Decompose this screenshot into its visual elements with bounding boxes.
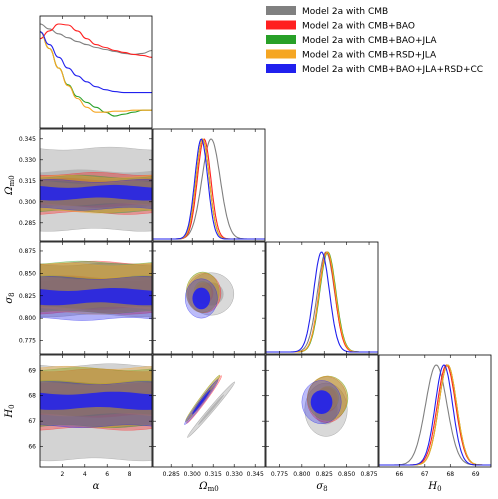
legend-label-2: Model 2a with CMB+BAO+JLA (302, 36, 437, 46)
band-core-H0-series-4 (40, 391, 152, 410)
x-tick-label-Om: 0.285 (163, 471, 180, 478)
panel-frame (152, 128, 266, 242)
posterior-H0-series-1 (379, 364, 491, 466)
panel-H0-Om: 0.285 0.300 0.315 0.330 0.345 (152, 354, 266, 478)
contour-inner-H0-Om-series-4 (192, 389, 211, 415)
posterior-H0-series-0 (379, 364, 491, 466)
x-tick-label-H0: 69 (472, 471, 480, 478)
panel-frame (378, 354, 492, 468)
band-outer-H0-series-0 (40, 363, 152, 462)
legend-label-0: Model 2a with CMB (302, 7, 388, 17)
band-core-Om-series-4 (40, 184, 152, 201)
contour-inner-H0-s8-series-4 (310, 390, 333, 414)
contour-inner-H0-Om-series-0 (198, 394, 225, 426)
posterior-s8-series-4 (266, 251, 378, 353)
posterior-Om-series-4 (153, 138, 265, 240)
x-tick-label-s8: 0.825 (316, 471, 333, 478)
x-tick-label-H0: 66 (396, 471, 404, 478)
y-tick-label-s8: 0.825 (19, 293, 36, 300)
y-axis-label-Om: Ωm0 (4, 175, 16, 195)
x-tick-label-alpha: 6 (105, 471, 109, 478)
posterior-H0-series-4 (379, 364, 491, 466)
panel-frame (39, 15, 153, 129)
y-tick-label-Om: 0.300 (19, 199, 36, 206)
legend-swatch-2 (266, 35, 296, 44)
y-tick-label-s8: 0.875 (19, 248, 36, 255)
x-tick-label-alpha: 2 (60, 471, 64, 478)
panel-frame (265, 241, 379, 355)
panel-Om-alpha: 0.285 0.300 0.315 0.330 0.345 (19, 128, 153, 242)
posterior-H0-series-3 (379, 364, 491, 466)
y-tick-label-Om: 0.345 (19, 136, 36, 143)
y-tick-label-H0: 66 (28, 444, 36, 451)
x-tick-label-H0: 68 (446, 471, 454, 478)
y-tick-label-s8: 0.850 (19, 270, 36, 277)
panel-s8-alpha: 0.775 0.800 0.825 0.850 0.875 (19, 241, 153, 355)
panel-frame (39, 354, 153, 468)
legend-label-3: Model 2a with CMB+RSD+JLA (302, 51, 437, 61)
posterior-s8-series-1 (266, 251, 378, 353)
panel-H0-H0: 66 67 68 69 (378, 354, 492, 478)
posterior-alpha-series-4 (40, 31, 152, 94)
x-axis-label-s8: σ8 (316, 481, 327, 493)
y-tick-label-H0: 68 (28, 393, 36, 400)
band-core-s8-series-4 (40, 288, 152, 306)
y-axis-label-H0: H0 (4, 404, 16, 418)
x-tick-label-s8: 0.800 (293, 471, 310, 478)
x-tick-label-alpha: 4 (83, 471, 87, 478)
x-axis-label-alpha: α (93, 481, 100, 492)
x-axis-label-H0: H0 (427, 481, 441, 493)
x-tick-label-Om: 0.330 (226, 471, 243, 478)
panel-s8-Om (152, 241, 266, 355)
contour-inner-s8-Om-series-4 (192, 287, 211, 310)
x-tick-label-alpha: 8 (128, 471, 132, 478)
y-tick-label-s8: 0.800 (19, 315, 36, 322)
x-tick-label-Om: 0.315 (205, 471, 222, 478)
posterior-H0-series-2 (379, 364, 491, 466)
legend-swatch-1 (266, 20, 296, 30)
y-tick-label-s8: 0.775 (19, 338, 36, 345)
panel-alpha-alpha (39, 15, 153, 129)
x-tick-label-H0: 67 (421, 471, 429, 478)
x-tick-label-Om: 0.345 (247, 471, 264, 478)
panels: 0.285 0.300 0.315 0.330 0.345 0.775 0.800 0.825… (19, 15, 492, 478)
posterior-alpha-series-3 (40, 31, 152, 113)
y-tick-label-H0: 67 (28, 418, 36, 425)
posterior-alpha-series-0 (40, 23, 152, 55)
panel-frame (39, 128, 153, 242)
legend-label-1: Model 2a with CMB+BAO (302, 22, 415, 32)
y-tick-label-Om: 0.315 (19, 178, 36, 185)
y-tick-label-Om: 0.330 (19, 157, 36, 164)
panel-H0-s8: 0.775 0.800 0.825 0.850 0.875 (265, 354, 379, 478)
y-tick-label-H0: 69 (28, 367, 36, 374)
x-tick-label-Om: 0.300 (184, 471, 201, 478)
panel-s8-s8 (265, 241, 379, 355)
x-tick-label-s8: 0.775 (271, 471, 288, 478)
x-tick-label-s8: 0.850 (338, 471, 355, 478)
legend: Model 2a with CMB Model 2a with CMB+BAO Mo… (266, 6, 483, 75)
x-axis-label-Om: Ωm0 (198, 481, 218, 493)
panel-frame (39, 241, 153, 355)
panel-Om-Om (152, 128, 266, 242)
panel-frame (265, 354, 379, 468)
legend-swatch-4 (266, 64, 296, 73)
y-tick-label-Om: 0.285 (19, 220, 36, 227)
y-axis-label-s8: σ8 (4, 292, 16, 303)
panel-frame (152, 354, 266, 468)
x-tick-label-s8: 0.875 (360, 471, 377, 478)
legend-swatch-0 (266, 6, 296, 15)
posterior-alpha-series-1 (40, 23, 152, 58)
contour-outer-H0-Om-series-0 (187, 381, 236, 438)
panel-frame (152, 241, 266, 355)
legend-swatch-3 (266, 49, 296, 59)
legend-label-4: Model 2a with CMB+BAO+JLA+RSD+CC (302, 65, 483, 75)
